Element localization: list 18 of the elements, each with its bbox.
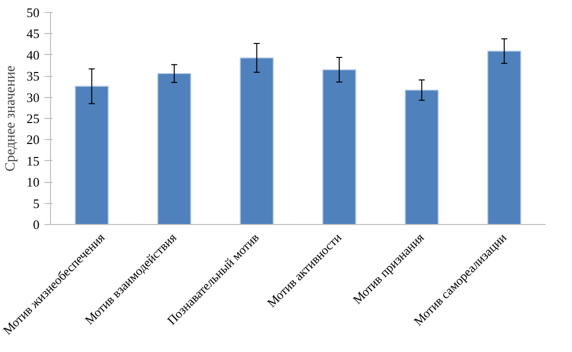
y-tick-label: 10 — [26, 174, 40, 190]
y-tick-label: 45 — [26, 26, 40, 42]
bar — [322, 69, 356, 224]
bar — [74, 86, 109, 224]
y-tick-label: 40 — [26, 47, 40, 62]
y-tick-label: 35 — [26, 68, 40, 84]
y-tick-label: 20 — [26, 132, 40, 148]
y-tick-label: 5 — [33, 196, 40, 211]
bar — [487, 50, 522, 224]
y-tick-label: 50 — [26, 5, 40, 20]
y-axis-title: Среднее значение — [4, 65, 18, 172]
bar — [240, 57, 274, 224]
bar — [157, 73, 192, 224]
y-tick-label: 30 — [26, 90, 40, 105]
y-tick-label: 0 — [33, 217, 40, 232]
y-tick-label: 25 — [26, 111, 40, 126]
bar — [404, 90, 439, 224]
y-tick-label: 15 — [26, 153, 40, 168]
